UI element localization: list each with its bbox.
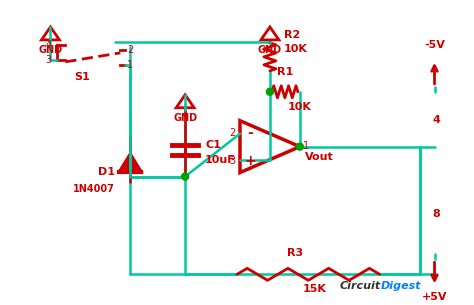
Circle shape: [266, 88, 273, 95]
Text: 3: 3: [229, 156, 235, 166]
Text: 1: 1: [303, 141, 309, 151]
Circle shape: [182, 173, 189, 180]
Text: 1N4007: 1N4007: [73, 184, 115, 194]
Text: 4: 4: [46, 40, 52, 50]
Polygon shape: [119, 154, 141, 172]
Text: 1: 1: [127, 60, 133, 70]
Text: C1: C1: [205, 140, 221, 150]
Text: 8: 8: [433, 210, 440, 220]
Text: -: -: [247, 126, 253, 140]
Text: -5V: -5V: [424, 40, 445, 50]
Text: +: +: [244, 154, 256, 168]
Text: R3: R3: [287, 248, 303, 258]
Text: 3: 3: [46, 55, 52, 65]
Text: D1: D1: [98, 167, 115, 177]
Text: S1: S1: [74, 72, 90, 82]
Text: R2: R2: [284, 30, 300, 40]
Text: GND: GND: [38, 45, 63, 55]
Text: +5V: +5V: [422, 292, 447, 302]
Circle shape: [296, 143, 303, 150]
Text: 2: 2: [127, 45, 133, 55]
Text: 15K: 15K: [303, 284, 327, 294]
Text: Digest: Digest: [381, 281, 421, 291]
Text: 10K: 10K: [288, 102, 312, 112]
Text: R1: R1: [277, 67, 293, 77]
Text: 10K: 10K: [284, 44, 308, 54]
Text: Vout: Vout: [305, 152, 334, 162]
Text: 4: 4: [433, 115, 440, 125]
Text: Circuit: Circuit: [340, 281, 381, 291]
Text: GND: GND: [173, 113, 197, 123]
Text: GND: GND: [258, 45, 282, 55]
Text: 2: 2: [229, 128, 235, 138]
Text: 10uF: 10uF: [205, 155, 236, 165]
